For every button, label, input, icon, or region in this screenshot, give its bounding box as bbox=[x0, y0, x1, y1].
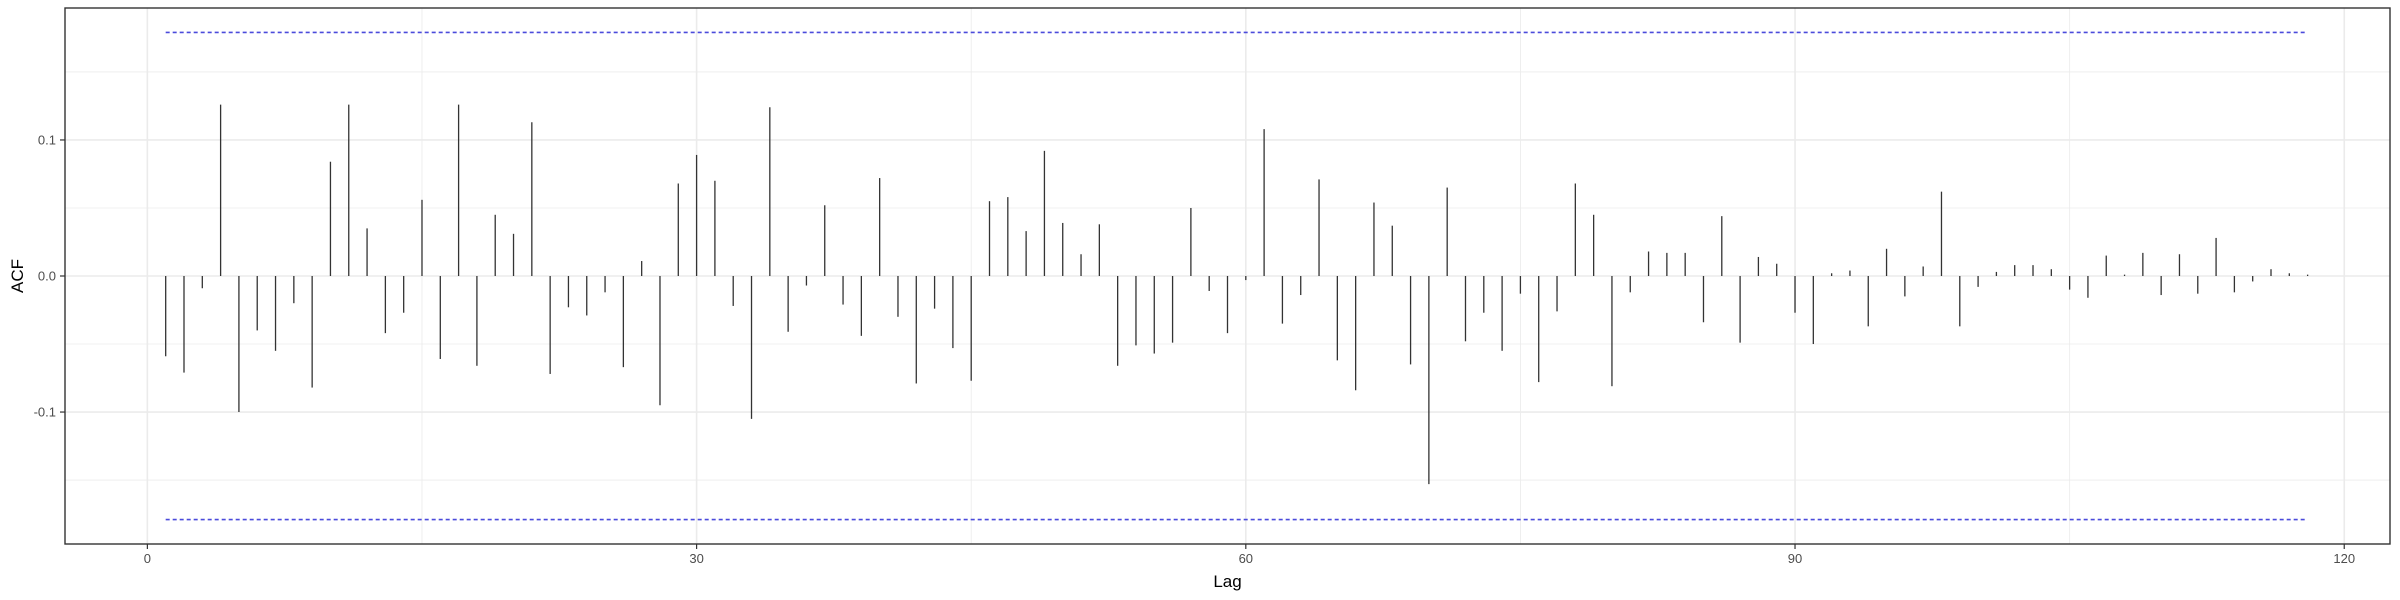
y-tick-label: 0.1 bbox=[38, 132, 56, 147]
x-tick-label: 90 bbox=[1788, 551, 1802, 566]
y-axis-title: ACF bbox=[8, 259, 27, 293]
x-tick-label: 60 bbox=[1239, 551, 1253, 566]
y-tick-label: -0.1 bbox=[34, 405, 56, 420]
acf-stems bbox=[165, 104, 2309, 485]
x-tick-label: 0 bbox=[144, 551, 151, 566]
x-axis-ticks: 0 30 60 90 120 bbox=[144, 544, 2355, 566]
x-axis-title: Lag bbox=[1213, 572, 1241, 591]
grid-lines bbox=[65, 8, 2390, 544]
x-tick-label: 120 bbox=[2333, 551, 2355, 566]
x-tick-label: 30 bbox=[689, 551, 703, 566]
y-tick-label: 0.0 bbox=[38, 269, 56, 284]
y-axis-ticks: -0.1 0.0 0.1 bbox=[34, 132, 65, 420]
